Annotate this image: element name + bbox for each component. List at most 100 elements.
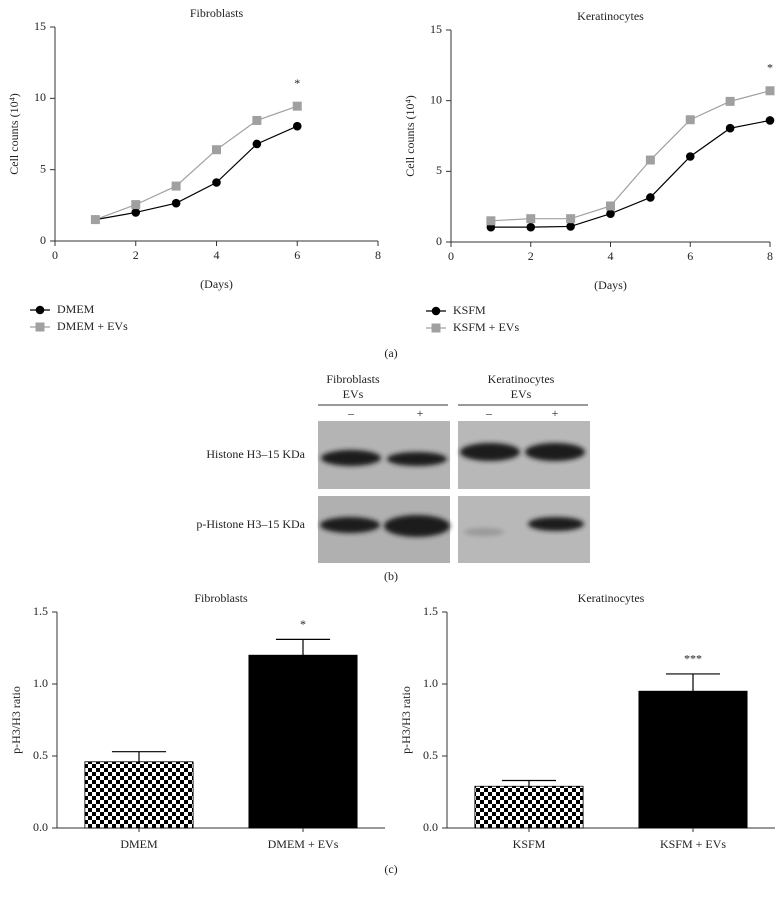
series-line <box>490 90 771 222</box>
legend-label: KSFM <box>453 303 486 317</box>
marker <box>171 198 181 208</box>
series-line <box>490 119 771 228</box>
marker <box>252 139 262 149</box>
x-tick-label: 4 <box>608 249 614 263</box>
blot-band <box>528 517 584 531</box>
legend-label: DMEM + EVs <box>57 319 128 333</box>
series-line <box>95 105 298 221</box>
y-tick-label: 0.0 <box>423 820 438 834</box>
bar <box>638 690 748 829</box>
marker <box>252 115 262 125</box>
blot-row-label: p-Histone H3–15 KDa <box>196 517 305 531</box>
marker <box>765 116 775 125</box>
blot-band <box>384 515 450 537</box>
blot-band <box>387 452 447 466</box>
x-tick-label: 6 <box>294 248 300 262</box>
blot-row-label: Histone H3–15 KDa <box>206 447 305 461</box>
y-axis-label: Cell counts (10⁴) <box>403 95 417 177</box>
legend-label: DMEM <box>57 302 95 316</box>
y-tick-label: 0 <box>436 234 442 248</box>
lane-label: – <box>485 406 493 420</box>
x-tick-label: 4 <box>214 248 220 262</box>
y-tick-label: 1.0 <box>423 676 438 690</box>
blot-group: Keratinocytes <box>488 372 555 386</box>
legend-swatch <box>35 322 45 332</box>
marker <box>131 200 141 210</box>
panel-label: (c) <box>384 862 397 876</box>
y-tick-label: 1.5 <box>423 604 438 618</box>
y-axis-label: p-H3/H3 ratio <box>9 686 23 754</box>
panel-label: (b) <box>384 569 398 583</box>
annotation: *** <box>684 652 702 666</box>
marker <box>606 201 615 211</box>
x-tick-label: 0 <box>52 248 58 262</box>
annotation: * <box>767 61 773 75</box>
blot-treatment: EVs <box>511 387 532 401</box>
x-axis-label: (Days) <box>200 277 233 291</box>
y-tick-label: 10 <box>430 92 442 106</box>
legend-swatch <box>35 305 45 315</box>
x-axis-label: (Days) <box>594 278 627 292</box>
marker <box>131 208 141 217</box>
marker <box>486 216 496 226</box>
y-tick-label: 5 <box>40 161 46 175</box>
panel-label: (a) <box>384 346 397 360</box>
chart-title: Fibroblasts <box>194 591 248 605</box>
y-axis-label: p-H3/H3 ratio <box>399 686 413 754</box>
marker <box>90 215 100 225</box>
marker <box>606 209 615 219</box>
y-tick-label: 5 <box>436 163 442 177</box>
x-tick-label: 2 <box>528 249 534 263</box>
y-tick-label: 1.0 <box>33 676 48 690</box>
x-tick-label: KSFM + EVs <box>660 837 726 851</box>
marker <box>765 86 775 96</box>
y-tick-label: 0 <box>40 233 46 247</box>
chart-title: Keratinocytes <box>578 591 645 605</box>
marker <box>646 193 655 202</box>
x-tick-label: DMEM <box>120 837 158 851</box>
lane-label: + <box>417 406 424 420</box>
series-line <box>95 125 298 221</box>
marker <box>725 96 735 106</box>
y-tick-label: 0.0 <box>33 820 48 834</box>
marker <box>526 222 536 232</box>
y-axis-label: Cell counts (10⁴) <box>7 93 21 175</box>
blot-band <box>525 443 585 461</box>
western-blot: Fibroblasts EVs Keratinocytes EVs – + – … <box>196 372 590 563</box>
marker <box>171 181 181 191</box>
x-tick-label: DMEM + EVs <box>268 837 339 851</box>
annotation: * <box>294 76 300 90</box>
blot-band <box>464 528 504 536</box>
blot-treatment: EVs <box>343 387 364 401</box>
x-tick-label: 2 <box>133 248 139 262</box>
y-tick-label: 0.5 <box>423 748 438 762</box>
x-tick-label: 6 <box>687 249 693 263</box>
bar <box>474 785 584 829</box>
marker <box>725 123 735 133</box>
marker <box>212 145 221 155</box>
marker <box>212 178 221 187</box>
blot-band <box>321 450 381 466</box>
legend-label: KSFM + EVs <box>453 320 519 334</box>
blot-group: Fibroblasts <box>326 372 380 386</box>
bar <box>84 761 194 829</box>
blot-band <box>460 443 520 461</box>
chart-title: Fibroblasts <box>190 6 244 20</box>
marker <box>292 121 302 131</box>
y-tick-label: 1.5 <box>33 604 48 618</box>
x-tick-label: 0 <box>448 249 454 263</box>
x-tick-label: KSFM <box>513 837 546 851</box>
y-tick-label: 10 <box>34 90 46 104</box>
marker <box>566 214 576 224</box>
annotation: * <box>300 617 306 631</box>
marker <box>292 101 302 111</box>
marker <box>645 155 655 165</box>
y-tick-label: 15 <box>430 22 442 36</box>
y-tick-label: 15 <box>34 19 46 33</box>
y-tick-label: 0.5 <box>33 748 48 762</box>
x-tick-label: 8 <box>375 248 381 262</box>
blot-band <box>320 517 380 533</box>
x-tick-label: 8 <box>767 249 773 263</box>
marker <box>566 222 575 231</box>
